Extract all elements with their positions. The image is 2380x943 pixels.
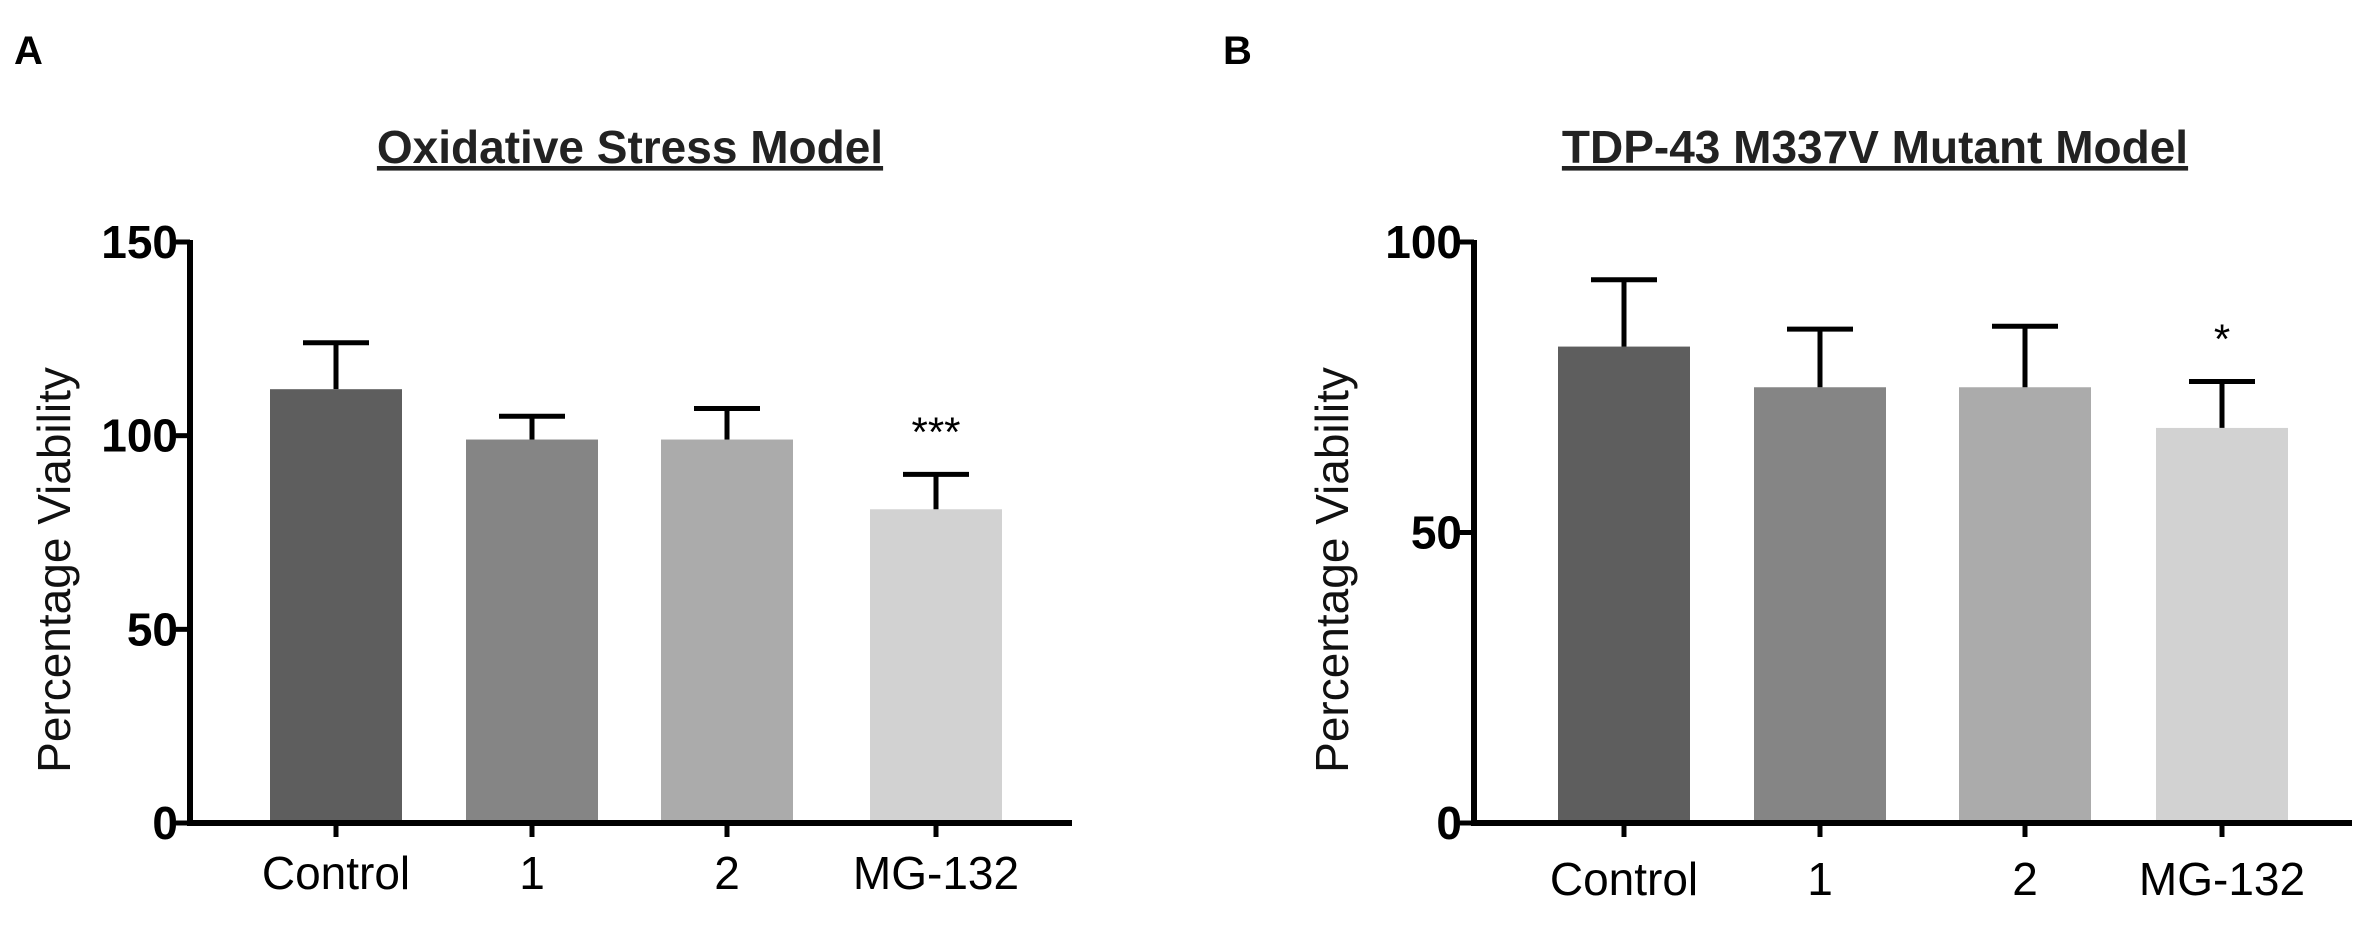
x-tick-label: 2: [2012, 853, 2038, 905]
error-bar: [499, 413, 565, 440]
x-tick-label: 2: [714, 847, 740, 899]
y-tick-label: 0: [152, 797, 178, 849]
significance-marker: *: [2214, 315, 2230, 362]
y-tick-label: 100: [101, 410, 178, 462]
error-bar: [303, 340, 369, 390]
chart-panel-b: B TDP-43 M337V Mutant Model Percentage V…: [1223, 29, 2352, 905]
bar: [2156, 427, 2288, 823]
panel-letter: A: [14, 29, 43, 73]
error-bar: [694, 406, 760, 440]
error-bar: [2189, 378, 2255, 428]
bar: [270, 389, 402, 823]
y-tick-label: 100: [1385, 216, 1462, 268]
y-tick-label: 0: [1436, 797, 1462, 849]
error-bar: [1992, 323, 2058, 388]
bar: [1959, 387, 2091, 823]
panel-letter: B: [1223, 29, 1252, 73]
y-tick-label: 150: [101, 216, 178, 268]
bar: [466, 439, 598, 823]
y-tick-label: 50: [1411, 507, 1462, 559]
bar: [1754, 387, 1886, 823]
x-tick-label: 1: [519, 847, 545, 899]
bar: [661, 439, 793, 823]
x-tick-label: 1: [1807, 853, 1833, 905]
bar: [870, 509, 1002, 823]
x-tick-label: MG-132: [2139, 853, 2305, 905]
chart-panel-a: A Oxidative Stress Model Percentage Viab…: [14, 29, 1072, 899]
plot-area: *** 0 50 100 150 Control 1 2 MG-132: [101, 216, 1072, 899]
y-axis-label: Percentage Viability: [28, 367, 80, 773]
chart-title: Oxidative Stress Model: [377, 121, 883, 173]
error-bar: [1591, 277, 1657, 347]
y-axis-label: Percentage Viability: [1306, 367, 1358, 773]
error-bar: [903, 471, 969, 510]
chart-title: TDP-43 M337V Mutant Model: [1562, 121, 2188, 173]
x-tick-label: Control: [1550, 853, 1698, 905]
bar: [1558, 346, 1690, 823]
plot-area: * 0 50 100 Control 1 2 MG-132: [1385, 216, 2352, 905]
x-tick-label: MG-132: [853, 847, 1019, 899]
error-bar: [1787, 326, 1853, 388]
significance-marker: ***: [911, 408, 960, 455]
x-tick-label: Control: [262, 847, 410, 899]
y-tick-label: 50: [127, 603, 178, 655]
